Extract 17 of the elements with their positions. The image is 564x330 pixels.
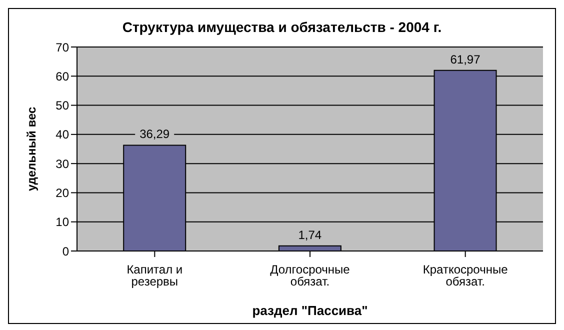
y-tick-label: 10 bbox=[56, 215, 70, 230]
y-tick-label: 30 bbox=[56, 156, 70, 171]
data-label: 36,29 bbox=[140, 127, 170, 142]
x-tick-label: Капитал и резервы bbox=[126, 262, 183, 289]
data-label: 61,97 bbox=[450, 52, 481, 66]
y-tick-label: 70 bbox=[56, 40, 70, 54]
y-tick-label: 20 bbox=[56, 186, 70, 200]
y-tick-label: 0 bbox=[62, 244, 70, 258]
chart-title: Структура имущества и обязательств - 2004 г. bbox=[121, 19, 443, 37]
x-tick-label: Краткосрочные обязат. bbox=[422, 262, 508, 289]
y-tick-label: 50 bbox=[56, 98, 70, 113]
y-tick-label: 40 bbox=[56, 128, 70, 142]
x-tick-label: Долгосрочные обязат. bbox=[270, 262, 350, 289]
x-axis-title: раздел "Пассива" bbox=[252, 303, 368, 318]
data-label: 1,74 bbox=[298, 228, 322, 242]
y-axis-title: удельный вес bbox=[24, 106, 38, 192]
y-tick-label: 60 bbox=[56, 69, 70, 84]
